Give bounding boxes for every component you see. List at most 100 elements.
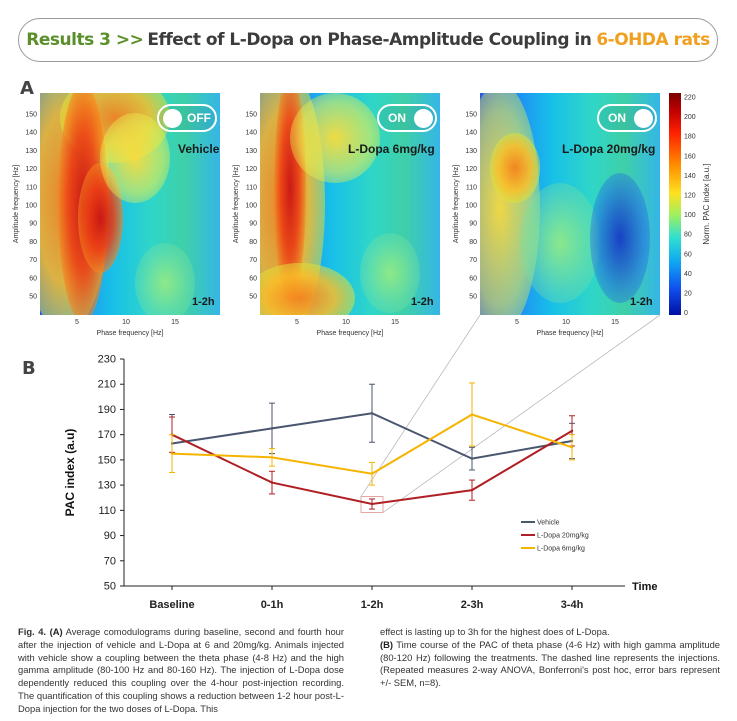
banner-prefix: Results 3 >> (26, 30, 144, 50)
x-tick-label: 1-2h (361, 599, 384, 611)
colorbar-label: Norm. PAC index [a.u.] (702, 163, 711, 244)
title-banner: Results 3 >> Effect of L-Dopa on Phase-A… (18, 18, 718, 62)
legend-label: L-Dopa 6mg/kg (537, 546, 585, 553)
heatmap-ytick-label: 130 (25, 148, 37, 155)
banner-main: Effect of L-Dopa on Phase-Amplitude Coup… (147, 30, 592, 50)
colorbar-tick-label: 180 (684, 134, 696, 141)
data-point (470, 413, 474, 416)
colorbar-tick-label: 160 (684, 153, 696, 160)
heatmap-ytick-label: 60 (469, 275, 477, 282)
y-tick-label: 130 (98, 480, 116, 492)
heatmap-ytick-label: 140 (25, 130, 37, 137)
caption-right: effect is lasting up to 3h for the highe… (380, 626, 720, 690)
x-tick-label: 3-4h (561, 599, 584, 611)
heatmap-ytick-label: 120 (25, 166, 37, 173)
toggle-knob (634, 108, 653, 128)
heatmap-ytick-label: 70 (249, 257, 257, 264)
heatmap-ytick-label: 110 (26, 184, 37, 191)
toggle-on-ldopa-6: ON (377, 104, 437, 132)
heatmap-xtick-label: 5 (515, 319, 519, 326)
toggle-label: ON (388, 111, 406, 125)
caption-right-text-1: effect is lasting up to 3h for the highe… (380, 626, 610, 637)
heatmap-ytick-label: 110 (246, 184, 257, 191)
y-tick-label: 190 (98, 404, 116, 416)
condition-label-ldopa-20: L-Dopa 20mg/kg (562, 142, 656, 156)
heatmap-ytick-label: 70 (469, 257, 477, 264)
caption-fig-label: Fig. 4. (18, 626, 47, 637)
heatmap-ytick-label: 150 (25, 112, 37, 119)
x-tick-label: Baseline (149, 599, 194, 611)
heatmap-xtick-label: 5 (295, 319, 299, 326)
y-tick-label: 110 (98, 505, 116, 517)
colorbar-tick-label: 40 (684, 271, 692, 278)
condition-label-ldopa-6: L-Dopa 6mg/kg (348, 142, 435, 156)
heatmap-ytick-label: 80 (29, 239, 37, 246)
y-tick-label: 210 (98, 379, 116, 391)
heatmap-ytick-label: 50 (469, 294, 477, 301)
heatmap-ytick-label: 100 (25, 203, 37, 210)
colorbar-tick-label: 100 (684, 212, 696, 219)
data-point (270, 481, 274, 484)
heatmap-xlabel: Phase frequency [Hz] (537, 330, 604, 337)
panel-a-letter: A (20, 78, 34, 99)
heatmap-ytick-label: 140 (465, 130, 477, 137)
heatmap-ylabel: Amplitude frequency [Hz] (233, 165, 240, 243)
heatmap-ytick-label: 90 (249, 221, 257, 228)
heatmap-ytick-label: 100 (465, 203, 477, 210)
colorbar-tick-label: 120 (684, 193, 696, 200)
heatmap-ytick-label: 50 (29, 294, 37, 301)
heatmap-ytick-label: 80 (249, 239, 257, 246)
heatmap-ytick-label: 90 (29, 221, 37, 228)
data-point (170, 452, 174, 455)
heatmap-ytick-label: 80 (469, 239, 477, 246)
heatmap-ylabel: Amplitude frequency [Hz] (13, 165, 20, 243)
y-tick-label: 170 (98, 429, 116, 441)
data-point (570, 429, 574, 433)
caption-a-label: (A) (49, 626, 63, 637)
heatmap-ytick-label: 150 (245, 112, 257, 119)
y-tick-label: 50 (104, 581, 116, 593)
x-axis-label: Time (632, 581, 657, 593)
data-point (270, 427, 274, 430)
heatmap-ytick-label: 70 (29, 257, 37, 264)
heatmap-xtick-label: 10 (562, 319, 570, 326)
toggle-off-vehicle: OFF (157, 104, 217, 132)
heatmap-ytick-label: 100 (245, 203, 257, 210)
legend-label: L-Dopa 20mg/kg (537, 533, 589, 540)
colorbar-tick-label: 140 (684, 173, 696, 180)
caption-left-text: Average comodulograms during baseline, s… (18, 626, 345, 714)
colorbar-tick-label: 80 (684, 232, 692, 239)
heatmap-ytick-label: 60 (29, 275, 37, 282)
heatmap-xtick-label: 15 (611, 319, 619, 326)
banner-suffix: 6-OHDA rats (596, 30, 710, 50)
heatmap-ytick-label: 90 (469, 221, 477, 228)
data-point (270, 456, 274, 459)
zoom-box (360, 496, 384, 513)
heatmap-ytick-label: 120 (245, 166, 257, 173)
toggle-on-ldopa-20: ON (597, 104, 657, 132)
colorbar (669, 93, 681, 315)
data-point (470, 488, 474, 492)
heatmap-xtick-label: 15 (171, 319, 179, 326)
toggle-label: OFF (187, 111, 211, 125)
heatmap-ytick-label: 150 (465, 112, 477, 119)
x-tick-label: 0-1h (261, 599, 284, 611)
heatmap-xtick-label: 10 (122, 319, 130, 326)
y-tick-label: 150 (98, 454, 116, 466)
caption-left: Fig. 4. (A) Average comodulograms during… (18, 626, 344, 716)
legend-label: Vehicle (537, 520, 560, 527)
condition-label-vehicle: Vehicle (178, 142, 220, 156)
colorbar-tick-label: 20 (684, 291, 692, 298)
heatmap-xtick-label: 10 (342, 319, 350, 326)
panel-b-letter: B (22, 358, 36, 379)
y-tick-label: 70 (104, 555, 116, 567)
toggle-knob (163, 108, 182, 128)
time-label-vehicle: 1-2h (192, 296, 215, 308)
data-point (470, 457, 474, 460)
heatmap-ytick-label: 110 (466, 184, 477, 191)
y-tick-label: 90 (104, 530, 116, 542)
heatmap-ytick-label: 50 (249, 294, 257, 301)
heatmap-ytick-label: 120 (465, 166, 477, 173)
time-label-ldopa-20: 1-2h (630, 296, 653, 308)
data-point (370, 502, 374, 506)
